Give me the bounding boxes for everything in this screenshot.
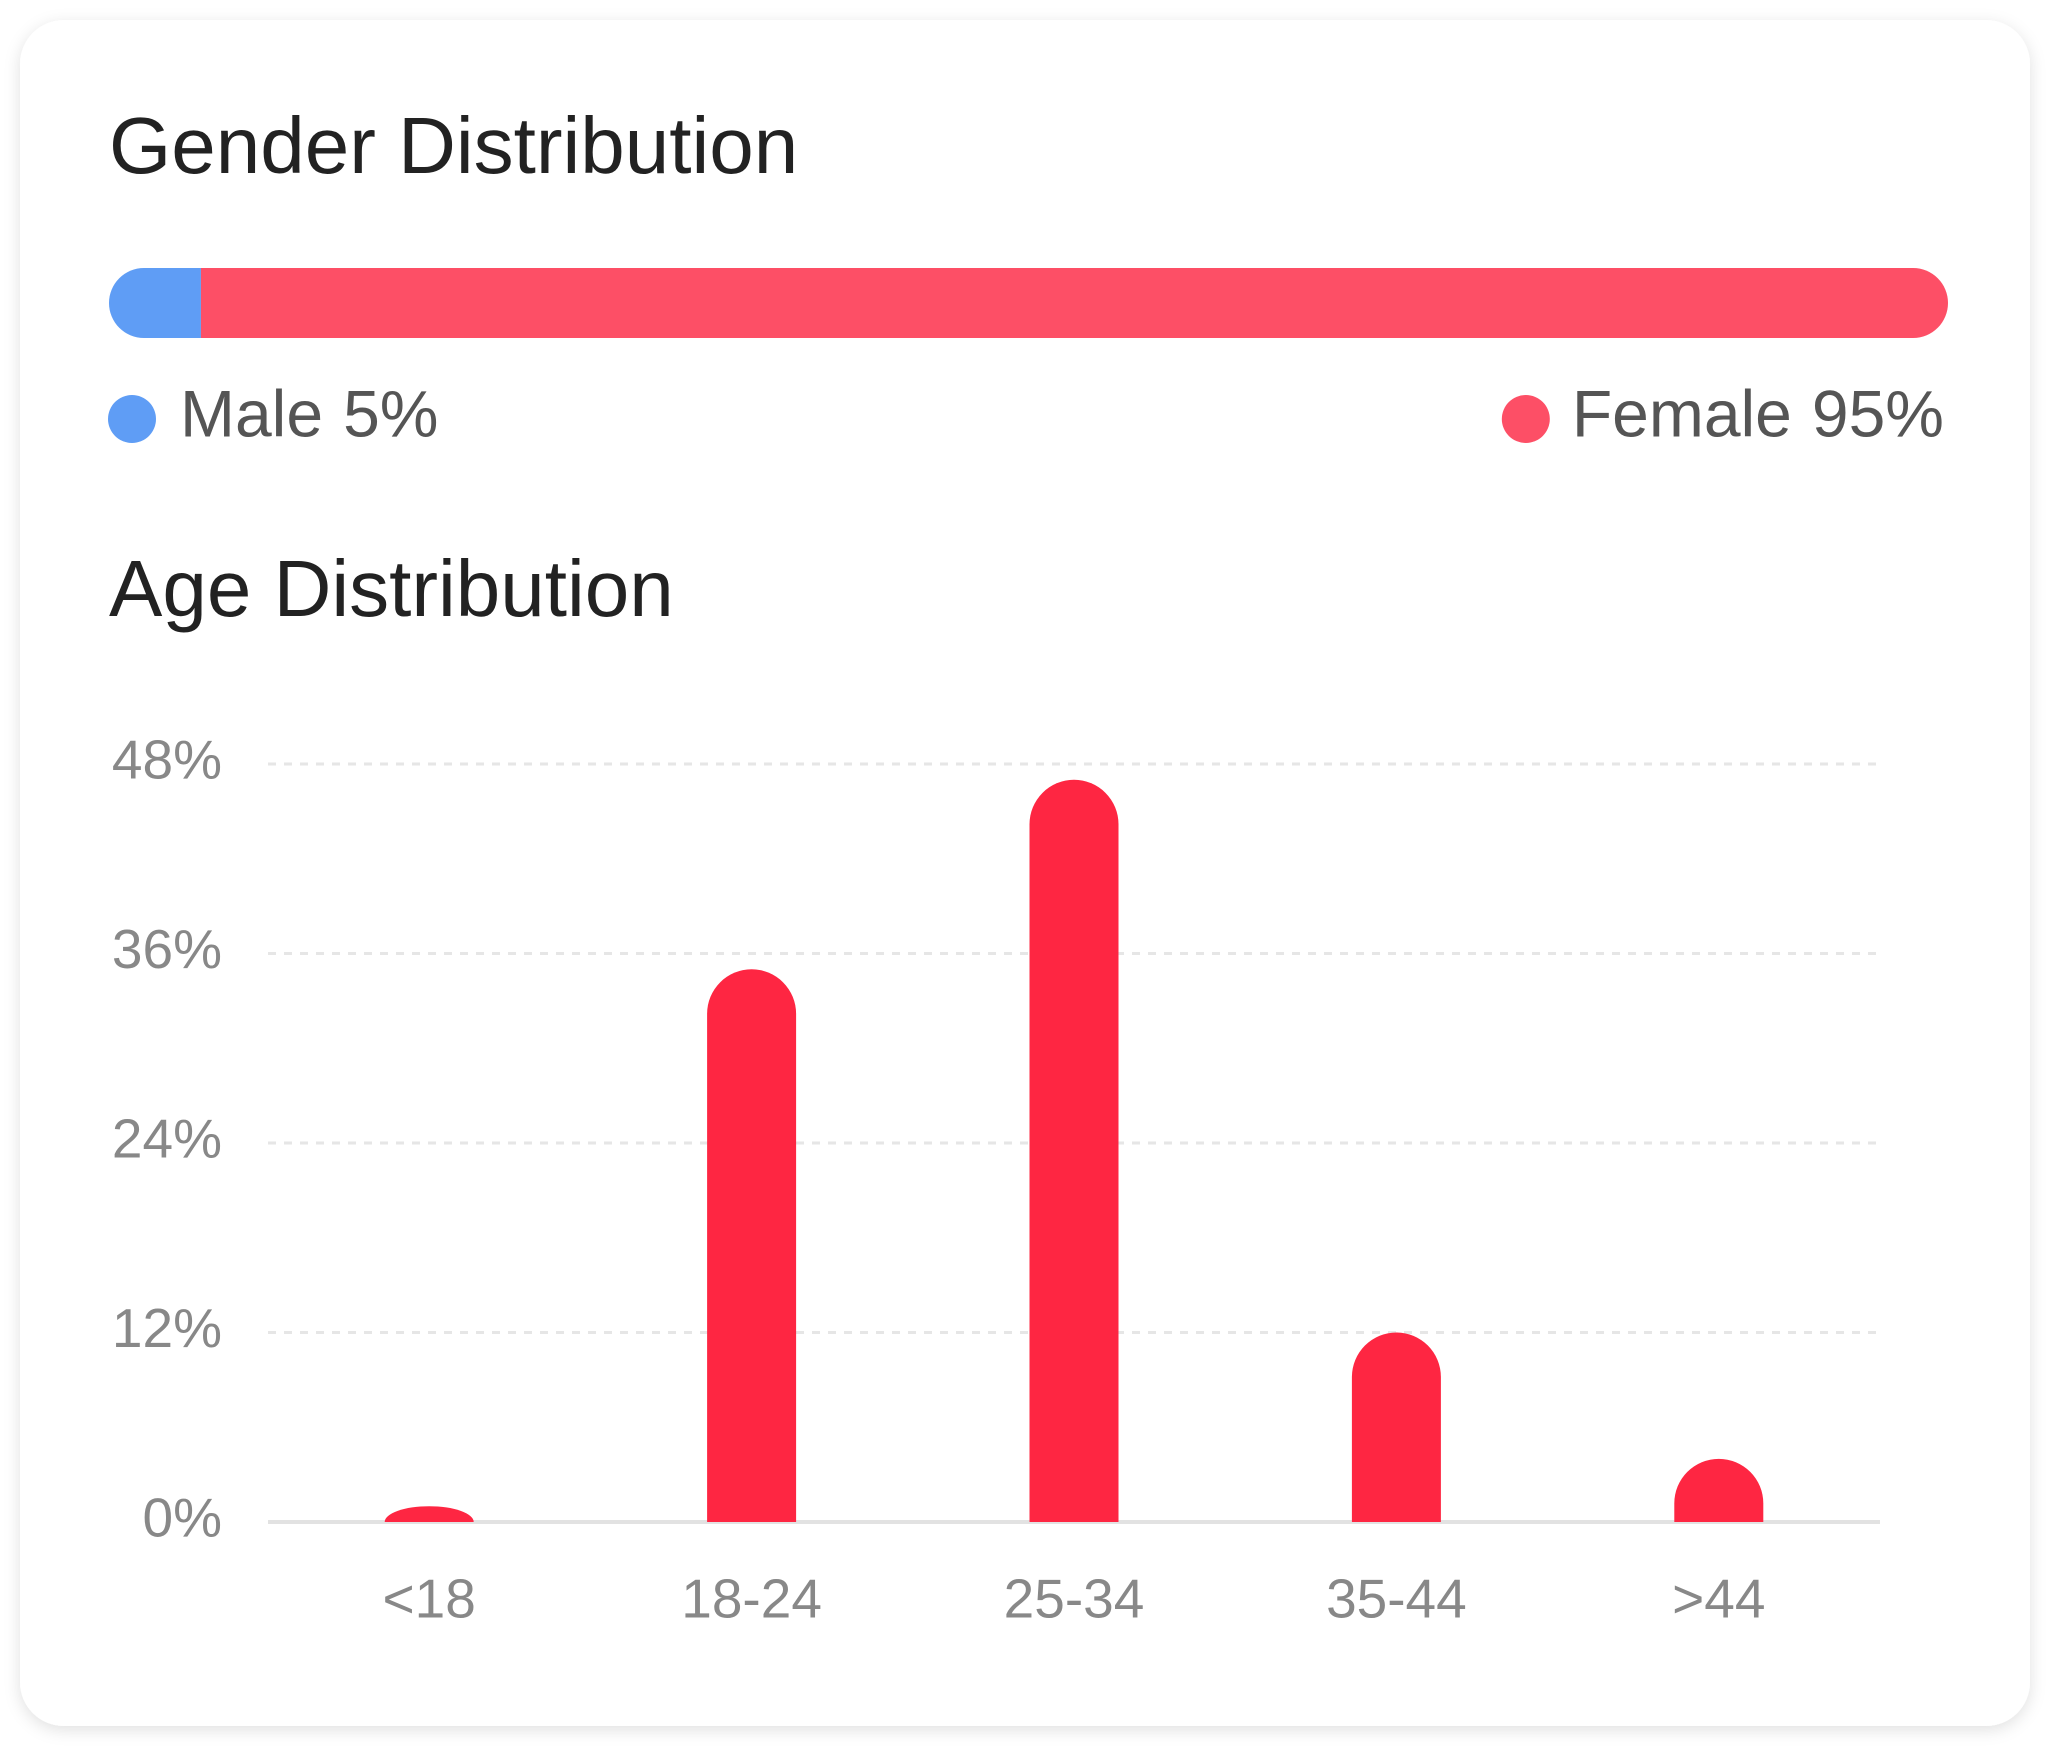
y-tick-label: 36% bbox=[112, 918, 222, 980]
y-tick-label: 48% bbox=[112, 729, 222, 791]
gender-segment bbox=[200, 268, 1948, 338]
age-title: Age Distribution bbox=[109, 544, 674, 633]
y-tick-label: 12% bbox=[112, 1297, 222, 1359]
bar bbox=[707, 969, 797, 1522]
bar bbox=[1674, 1458, 1764, 1522]
legend-value: 5% bbox=[343, 376, 438, 450]
x-tick-label: 25-34 bbox=[1004, 1568, 1145, 1630]
gender-segment bbox=[109, 268, 201, 338]
card bbox=[20, 20, 2030, 1726]
x-tick-label: <18 bbox=[383, 1568, 476, 1630]
legend-name: Female bbox=[1572, 376, 1792, 450]
legend-dot bbox=[108, 395, 156, 443]
bar bbox=[1029, 779, 1119, 1522]
legend-dot bbox=[1501, 395, 1550, 443]
y-tick-label: 0% bbox=[143, 1487, 223, 1549]
gender-title: Gender Distribution bbox=[109, 101, 798, 190]
legend-name: Male bbox=[180, 376, 323, 450]
bar bbox=[1351, 1332, 1441, 1522]
bar bbox=[384, 1506, 474, 1522]
x-tick-label: 18-24 bbox=[681, 1568, 822, 1630]
legend-value: 95% bbox=[1812, 376, 1944, 450]
y-tick-label: 24% bbox=[112, 1108, 222, 1170]
x-tick-label: 35-44 bbox=[1326, 1568, 1467, 1630]
x-tick-label: >44 bbox=[1672, 1568, 1765, 1630]
